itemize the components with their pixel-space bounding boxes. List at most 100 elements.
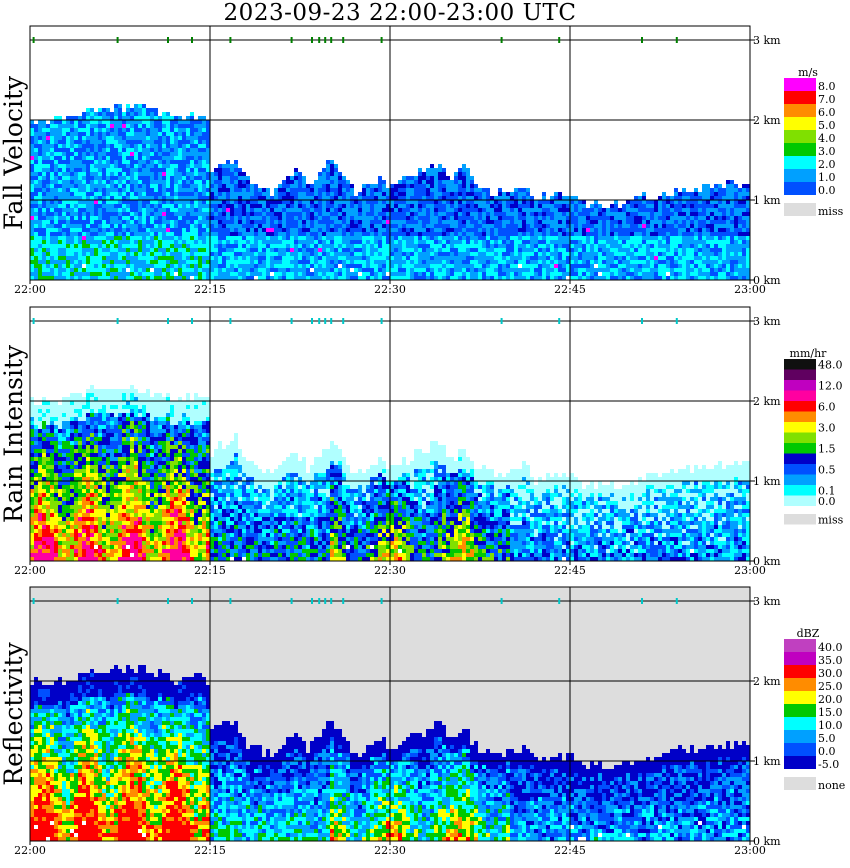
event-marker	[381, 318, 383, 324]
legend-label: 48.0	[818, 359, 843, 372]
panel-title: Rain Intensity	[0, 344, 28, 523]
time-tick-label: 22:45	[554, 283, 586, 296]
legend-label: 0.5	[818, 464, 836, 477]
time-tick-label: 22:30	[374, 844, 406, 857]
legend-label: 6.0	[818, 106, 836, 119]
event-marker	[311, 37, 313, 43]
legend-swatch	[784, 454, 816, 465]
time-tick-label: 23:00	[734, 283, 766, 296]
legend-label: 1.0	[818, 171, 836, 184]
legend-swatch	[784, 777, 816, 790]
event-marker	[330, 318, 332, 324]
legend-swatch	[784, 203, 816, 216]
legend-swatch	[784, 717, 816, 730]
event-marker	[117, 37, 119, 43]
legend-label: 10.0	[818, 719, 843, 732]
event-marker	[558, 598, 560, 604]
legend-swatch	[784, 691, 816, 704]
legend-label: 25.0	[818, 680, 843, 693]
panel-rain-intensity	[30, 307, 816, 565]
time-tick-label: 22:30	[374, 283, 406, 296]
event-marker	[501, 318, 503, 324]
event-marker	[558, 318, 560, 324]
event-marker	[381, 598, 383, 604]
legend-swatch	[784, 665, 816, 678]
time-tick-label: 23:00	[734, 844, 766, 857]
legend-swatch	[784, 391, 816, 402]
event-marker	[167, 318, 169, 324]
legend-swatch	[784, 639, 816, 652]
time-tick-label: 22:30	[374, 564, 406, 577]
event-marker	[641, 598, 643, 604]
legend-label: 0.0	[818, 495, 836, 508]
legend-swatch	[784, 756, 816, 769]
legend-label: 20.0	[818, 693, 843, 706]
legend-label: miss	[818, 205, 844, 218]
height-tick-label: 1 km	[753, 194, 781, 207]
legend-swatch	[784, 464, 816, 475]
legend-label: 5.0	[818, 119, 836, 132]
legend-label: 12.0	[818, 380, 843, 393]
event-marker	[311, 598, 313, 604]
time-tick-label: 22:00	[14, 564, 46, 577]
legend-label: 4.0	[818, 132, 836, 145]
height-tick-label: 2 km	[753, 675, 781, 688]
event-marker	[676, 318, 678, 324]
legend-swatch	[784, 78, 816, 91]
legend-label: miss	[818, 514, 844, 527]
event-marker	[229, 37, 231, 43]
event-marker	[167, 598, 169, 604]
height-tick-label: 2 km	[753, 395, 781, 408]
legend-swatch	[784, 443, 816, 454]
legend-label: 7.0	[818, 93, 836, 106]
legend-swatch	[784, 130, 816, 143]
legend-swatch	[784, 433, 816, 444]
panel-reflectivity	[30, 587, 816, 845]
event-marker	[342, 598, 344, 604]
height-tick-label: 1 km	[753, 755, 781, 768]
event-marker	[381, 37, 383, 43]
event-marker	[342, 318, 344, 324]
legend-label: 35.0	[818, 654, 843, 667]
event-marker	[33, 598, 35, 604]
event-marker	[33, 318, 35, 324]
legend-label: 6.0	[818, 401, 836, 414]
legend-label: 0.0	[818, 745, 836, 758]
event-marker	[311, 318, 313, 324]
event-marker	[191, 318, 193, 324]
event-marker	[318, 37, 320, 43]
legend-label: 3.0	[818, 145, 836, 158]
legend-swatch	[784, 104, 816, 117]
legend-label: 5.0	[818, 732, 836, 745]
legend-swatch	[784, 730, 816, 743]
legend-swatch	[784, 496, 816, 507]
time-tick-label: 23:00	[734, 564, 766, 577]
time-tick-label: 22:45	[554, 564, 586, 577]
time-tick-label: 22:15	[194, 564, 226, 577]
legend-swatch	[784, 380, 816, 391]
legend-swatch	[784, 485, 816, 496]
time-tick-label: 22:00	[14, 844, 46, 857]
height-tick-label: 2 km	[753, 114, 781, 127]
legend-swatch	[784, 182, 816, 195]
event-marker	[318, 598, 320, 604]
legend-label: none	[818, 779, 845, 792]
legend-unit: dBZ	[797, 627, 820, 640]
event-marker	[558, 37, 560, 43]
legend-swatch	[784, 359, 816, 370]
legend-label: 0.0	[818, 184, 836, 197]
legend	[784, 78, 816, 216]
time-tick-label: 22:45	[554, 844, 586, 857]
event-marker	[676, 598, 678, 604]
event-marker	[291, 318, 293, 324]
legend-swatch	[784, 117, 816, 130]
event-marker	[167, 37, 169, 43]
event-marker	[291, 37, 293, 43]
legend-swatch	[784, 475, 816, 486]
event-marker	[229, 598, 231, 604]
event-marker	[330, 37, 332, 43]
event-marker	[117, 598, 119, 604]
legend-label: 40.0	[818, 641, 843, 654]
legend-label: 8.0	[818, 80, 836, 93]
